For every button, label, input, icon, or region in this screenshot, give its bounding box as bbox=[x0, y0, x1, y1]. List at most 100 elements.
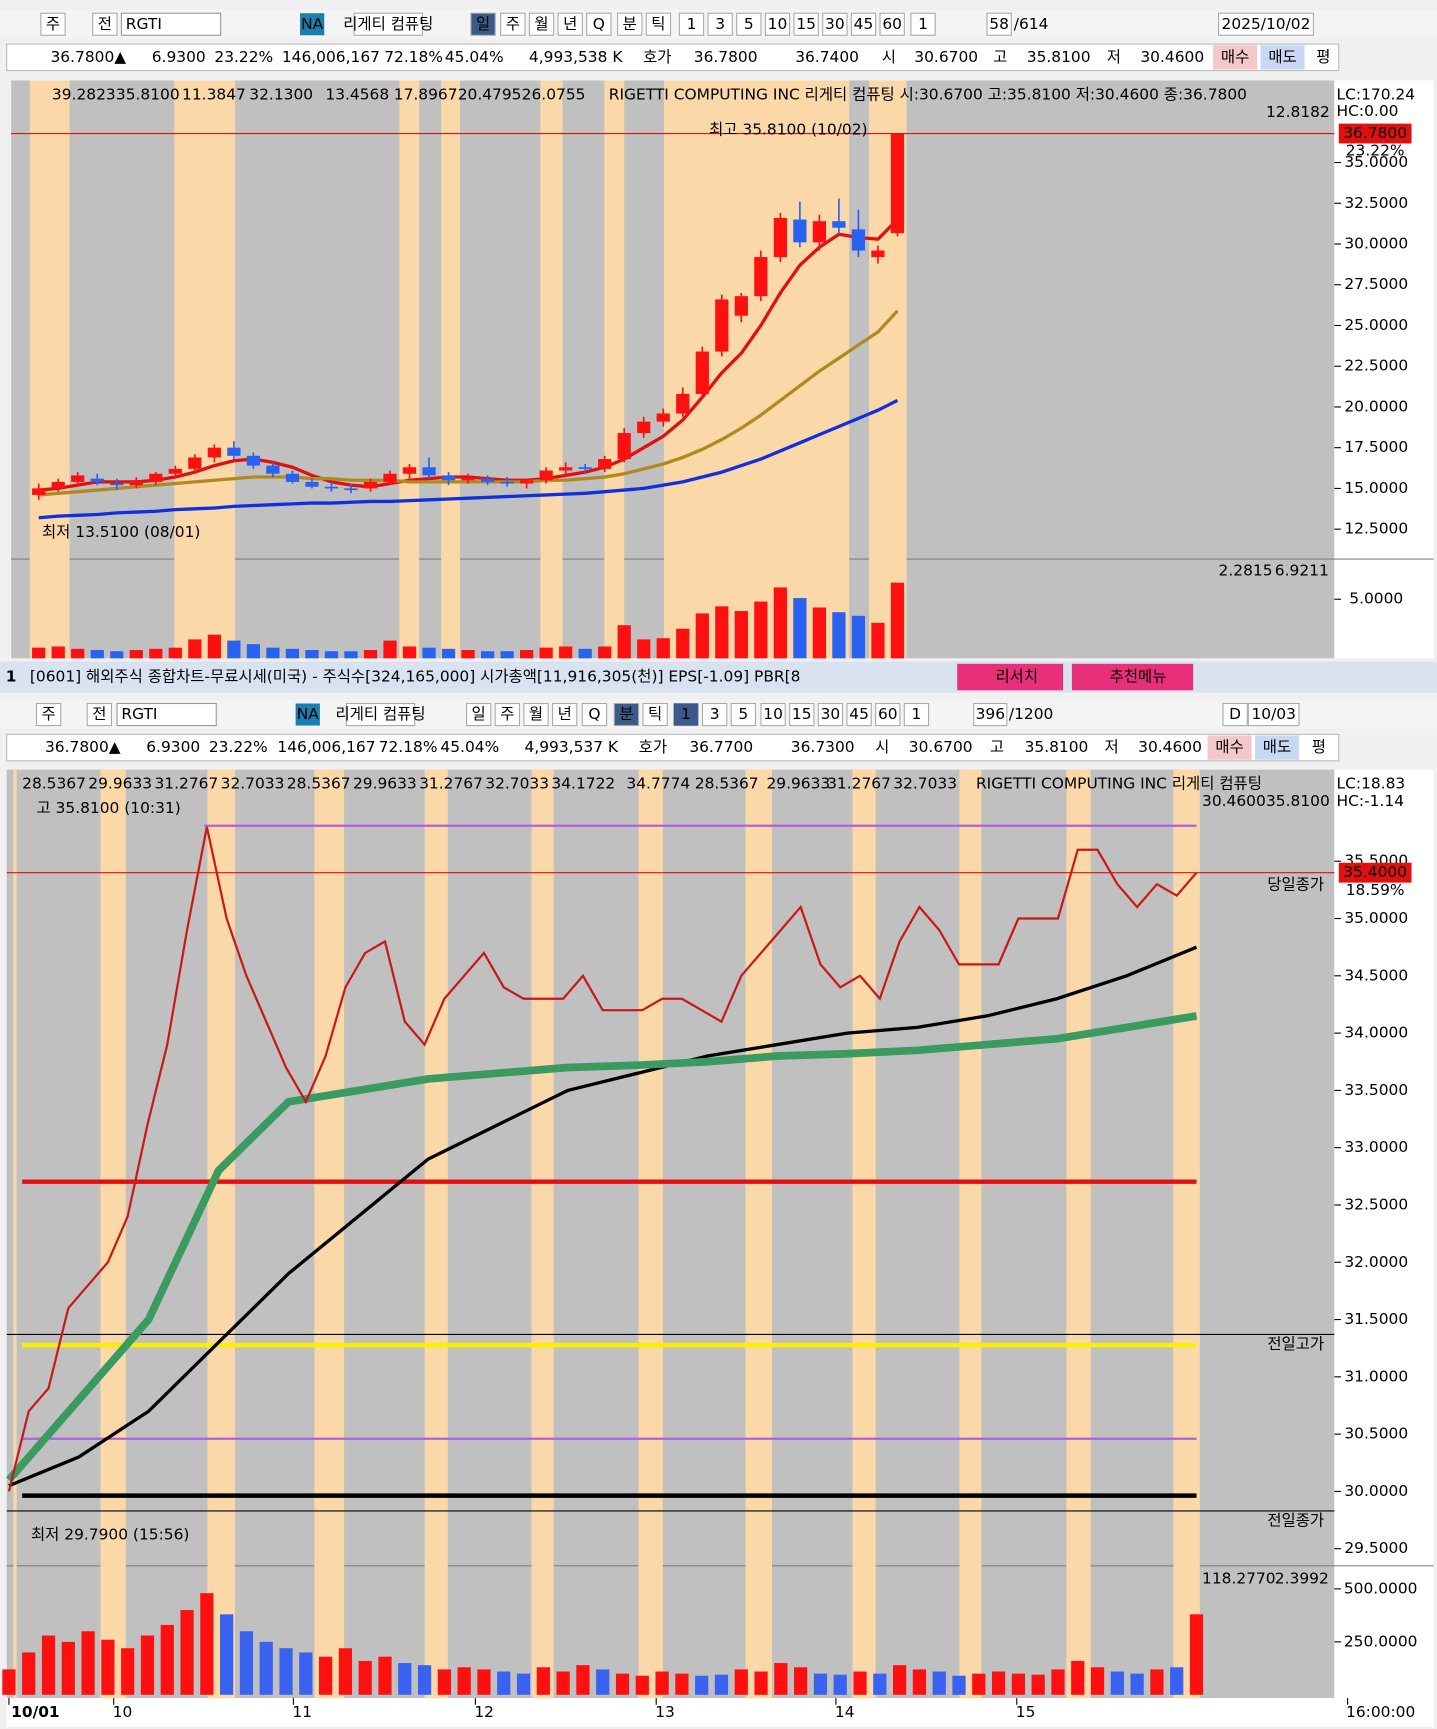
toolbar-button[interactable]: 5 bbox=[738, 705, 748, 723]
button-frame[interactable] bbox=[613, 702, 640, 727]
info-value[interactable]: 매수 bbox=[1215, 738, 1243, 756]
button-frame[interactable] bbox=[1222, 702, 1248, 727]
button-frame[interactable] bbox=[817, 702, 844, 727]
button-frame[interactable] bbox=[642, 702, 668, 727]
toolbar-button[interactable]: 58 bbox=[989, 15, 1009, 33]
button-frame[interactable] bbox=[910, 12, 936, 36]
toolbar-button[interactable]: 60 bbox=[882, 15, 902, 33]
button-frame[interactable] bbox=[500, 12, 526, 36]
toolbar-button[interactable]: 5 bbox=[744, 15, 754, 33]
button-frame[interactable] bbox=[494, 702, 521, 727]
button-frame[interactable] bbox=[470, 12, 496, 36]
toolbar-button[interactable]: 3 bbox=[715, 15, 725, 33]
button-frame[interactable] bbox=[846, 702, 872, 727]
toolbar-button[interactable]: 전 bbox=[98, 15, 112, 33]
button-frame[interactable] bbox=[903, 702, 930, 727]
toolbar-button[interactable]: 리게티 컴퓨팅 bbox=[336, 705, 426, 723]
info-value[interactable]: 매수 bbox=[1221, 48, 1249, 66]
toolbar-button[interactable]: 주 bbox=[506, 15, 520, 33]
button-frame[interactable] bbox=[730, 702, 756, 727]
toolbar-button[interactable]: 분 bbox=[619, 705, 633, 723]
toolbar-button[interactable]: 15 bbox=[796, 15, 816, 33]
toolbar-button[interactable]: 3 bbox=[710, 705, 720, 723]
recommend-button[interactable] bbox=[1071, 663, 1194, 691]
button-frame[interactable] bbox=[557, 12, 583, 36]
toolbar-button[interactable]: 1 bbox=[912, 705, 922, 723]
toolbar-button[interactable]: 전 bbox=[92, 705, 106, 723]
toolbar-button[interactable]: Q bbox=[593, 15, 605, 33]
sell-button[interactable] bbox=[1254, 735, 1300, 760]
button-frame[interactable] bbox=[528, 12, 555, 36]
toolbar-button[interactable]: 분 bbox=[623, 15, 637, 33]
button-frame[interactable] bbox=[850, 12, 877, 36]
button-frame[interactable] bbox=[822, 12, 848, 36]
toolbar-button[interactable]: 45 bbox=[854, 15, 874, 33]
toolbar-button[interactable]: 월 bbox=[529, 705, 543, 723]
button-frame[interactable] bbox=[736, 12, 762, 36]
sell-button[interactable] bbox=[1260, 45, 1305, 70]
toolbar-button[interactable]: 년 bbox=[558, 705, 572, 723]
toolbar-button[interactable]: 일 bbox=[472, 705, 486, 723]
button-frame[interactable] bbox=[86, 702, 113, 727]
button-frame[interactable] bbox=[465, 702, 492, 727]
toolbar-button[interactable]: 10/03 bbox=[1251, 705, 1295, 723]
toolbar-button[interactable]: 15 bbox=[792, 705, 812, 723]
button-frame[interactable] bbox=[92, 12, 118, 36]
toolbar-button[interactable]: 틱 bbox=[651, 15, 665, 33]
toolbar-button[interactable]: 1 bbox=[681, 705, 691, 723]
button-frame[interactable] bbox=[586, 12, 612, 36]
toolbar-button[interactable]: Q bbox=[588, 705, 600, 723]
button-frame[interactable] bbox=[701, 702, 728, 727]
buy-button[interactable] bbox=[1207, 735, 1252, 760]
toolbar-button[interactable]: 월 bbox=[534, 15, 548, 33]
toolbar-button[interactable]: 리게티 컴퓨팅 bbox=[343, 15, 433, 33]
button-frame[interactable] bbox=[707, 12, 733, 36]
button-frame[interactable] bbox=[353, 12, 423, 36]
research-button-label[interactable]: 리서치 bbox=[995, 668, 1038, 686]
button-frame[interactable] bbox=[789, 702, 815, 727]
button-frame[interactable] bbox=[793, 12, 819, 36]
button-frame[interactable] bbox=[345, 702, 416, 727]
toolbar-button[interactable]: 10 bbox=[768, 15, 788, 33]
recommend-button-label[interactable]: 추천메뉴 bbox=[1110, 668, 1167, 686]
button-frame[interactable] bbox=[581, 702, 608, 727]
toolbar-button[interactable]: 주 bbox=[500, 705, 514, 723]
toolbar-button[interactable]: 10 bbox=[763, 705, 783, 723]
info-value[interactable]: 매도 bbox=[1268, 48, 1296, 66]
toolbar-button[interactable]: 60 bbox=[878, 705, 898, 723]
button-frame[interactable] bbox=[645, 12, 672, 36]
button-frame[interactable] bbox=[760, 702, 786, 727]
button-frame[interactable] bbox=[617, 12, 643, 36]
toolbar-button[interactable]: 주 bbox=[46, 15, 60, 33]
button-frame[interactable] bbox=[523, 702, 549, 727]
buy-button[interactable] bbox=[1213, 45, 1258, 70]
toolbar-button[interactable]: 년 bbox=[563, 15, 577, 33]
button-frame[interactable] bbox=[973, 702, 1008, 727]
toolbar-button[interactable]: 일 bbox=[476, 15, 490, 33]
toolbar-button[interactable]: 30 bbox=[825, 15, 845, 33]
button-frame[interactable] bbox=[678, 12, 705, 36]
toolbar-button[interactable]: 45 bbox=[849, 705, 869, 723]
button-frame[interactable] bbox=[1218, 12, 1314, 36]
input[interactable] bbox=[120, 12, 222, 36]
input[interactable] bbox=[116, 702, 217, 727]
button-frame[interactable] bbox=[40, 12, 66, 36]
toolbar-button[interactable]: 1 bbox=[918, 15, 928, 33]
button-frame[interactable] bbox=[986, 12, 1012, 36]
symbol-input[interactable]: RGTI bbox=[121, 705, 157, 723]
research-button[interactable] bbox=[957, 663, 1064, 691]
button-frame[interactable] bbox=[1247, 702, 1300, 727]
toolbar-button[interactable]: 30 bbox=[821, 705, 841, 723]
toolbar-button[interactable]: 1 bbox=[687, 15, 697, 33]
toolbar-button[interactable]: 주 bbox=[42, 705, 56, 723]
symbol-input[interactable]: RGTI bbox=[126, 15, 162, 33]
info-value[interactable]: 평 bbox=[1316, 48, 1330, 66]
button-frame[interactable] bbox=[551, 702, 578, 727]
toolbar-button[interactable]: D bbox=[1229, 705, 1241, 723]
button-frame[interactable] bbox=[764, 12, 791, 36]
toolbar-button[interactable]: 틱 bbox=[648, 705, 662, 723]
toolbar-button[interactable]: /614 bbox=[1014, 15, 1049, 33]
button-frame[interactable] bbox=[879, 12, 905, 36]
toolbar-button[interactable]: /1200 bbox=[1009, 705, 1053, 723]
button-frame[interactable] bbox=[875, 702, 901, 727]
